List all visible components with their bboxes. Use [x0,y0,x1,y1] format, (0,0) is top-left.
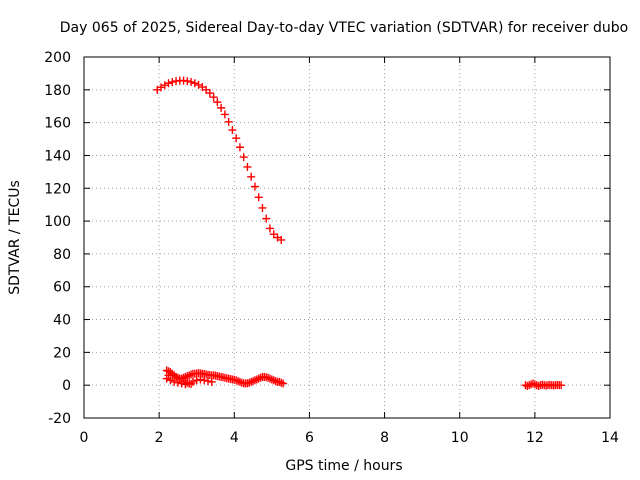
data-point [213,98,222,107]
data-point [192,376,201,385]
data-point [200,376,209,385]
data-point [267,375,276,384]
y-tick-label: 100 [44,214,71,230]
y-tick-label: 180 [44,83,71,99]
data-point [252,375,261,384]
data-point [232,134,241,143]
data-point [228,126,237,135]
data-point [530,380,539,389]
x-tick-label: 8 [380,430,389,446]
data-point [196,375,205,384]
y-axis-label: SDTVAR / TECUs [7,180,23,295]
series-late-cluster [521,379,566,391]
data-point [234,377,243,386]
data-point [264,373,273,382]
chart-title: Day 065 of 2025, Sidereal Day-to-day VTE… [60,20,628,36]
x-axis-label: GPS time / hours [285,458,402,474]
data-point [279,379,288,388]
y-tick-label: 140 [44,148,71,164]
data-point [232,376,241,385]
data-point [170,377,179,386]
plot-frame [83,56,611,419]
data-point [187,379,196,388]
data-point [190,79,199,88]
data-point [183,77,192,86]
series-high-arc [153,76,286,244]
x-axis-ticks: 0 2 4 6 8 10 12 14 [80,57,619,446]
data-point [250,376,259,385]
data-point [203,377,212,386]
x-tick-label: 4 [230,430,239,446]
data-point [277,235,286,244]
data-point [235,377,244,386]
data-point [168,371,177,380]
data-point [265,224,274,233]
data-point [254,374,263,383]
data-point [557,381,566,390]
data-point [235,143,244,152]
data-point [187,370,196,379]
data-point [164,79,173,88]
data-point [179,377,188,386]
data-point [275,377,284,386]
data-point [523,382,532,391]
data-point [250,182,259,191]
data-point [262,214,271,223]
data-point [220,110,229,119]
data-point [224,117,233,126]
data-point [188,377,197,386]
data-point [239,153,248,162]
y-tick-label: 20 [53,345,71,361]
data-point [172,372,181,381]
data-point [247,172,256,181]
data-point [217,103,226,112]
x-tick-label: 0 [80,430,89,446]
y-tick-label: -20 [48,411,71,427]
data-point [173,378,182,387]
x-tick-label: 6 [305,430,314,446]
x-tick-label: 14 [601,430,619,446]
data-point [209,93,218,102]
series-low-cluster [162,366,288,389]
data-point [254,193,263,202]
y-axis-ticks: -20 0 20 40 60 80 100 120 140 160 180 200 [44,50,610,427]
data-point [271,377,280,386]
data-point [166,376,175,385]
data-point [207,377,216,386]
y-tick-label: 40 [53,313,71,329]
y-tick-label: 160 [44,116,71,132]
data-point [265,374,274,383]
data-point [277,378,286,387]
y-tick-label: 200 [44,50,71,66]
data-point [162,366,171,375]
y-tick-label: 80 [53,247,71,263]
data-point [205,89,214,98]
data-point [243,162,252,171]
data-point [245,378,254,387]
grid-lines [84,57,610,418]
data-point [168,77,177,86]
x-tick-label: 12 [526,430,544,446]
x-tick-label: 2 [155,430,164,446]
data-point [183,378,192,387]
y-tick-label: 0 [62,378,71,394]
data-points [153,76,566,391]
data-point [185,371,194,380]
data-point [258,203,267,212]
data-point [269,376,278,385]
data-point [525,381,534,390]
data-point [181,372,190,381]
data-point [528,379,537,388]
data-point [534,382,543,391]
y-tick-label: 120 [44,181,71,197]
y-tick-label: 60 [53,280,71,296]
data-point [187,77,196,86]
data-point [247,377,256,386]
data-point [249,377,258,386]
x-tick-label: 10 [451,430,469,446]
